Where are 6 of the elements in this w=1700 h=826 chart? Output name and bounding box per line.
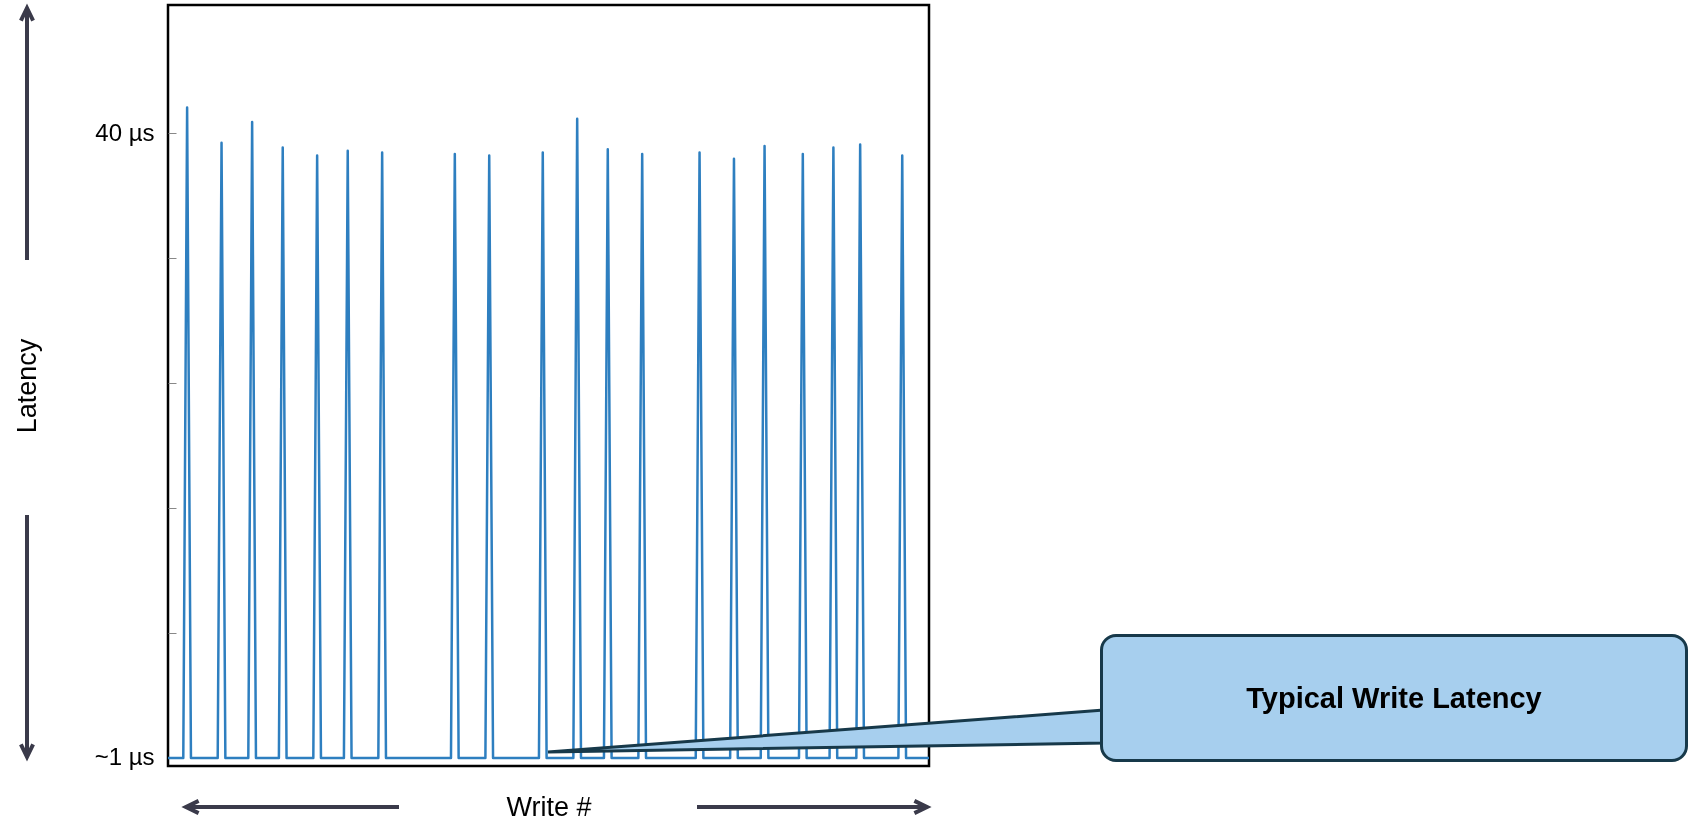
y-tick-label: ~1 µs [94,743,155,771]
text: Typical Write Latency [1100,634,1688,762]
line-series [168,106,929,760]
x-axis-title: Write # [506,791,592,822]
y-axis-title: Latency [11,338,42,434]
y-tick-label: 40 µs [95,118,155,146]
